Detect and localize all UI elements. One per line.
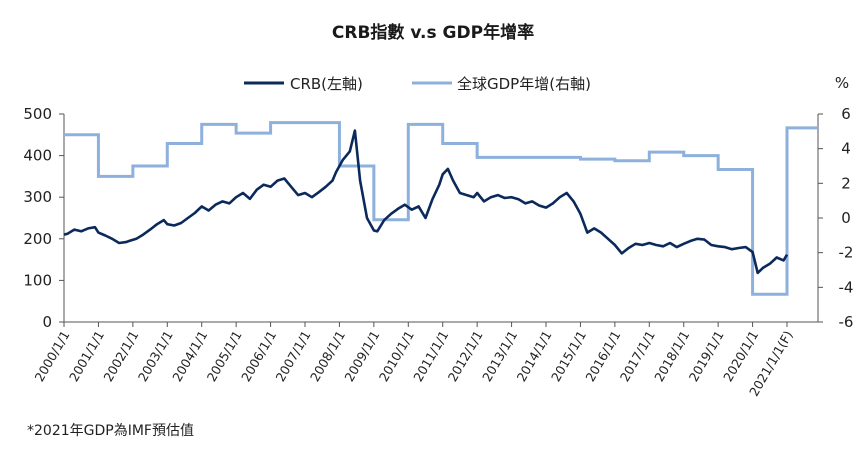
series-layer [63, 121, 818, 296]
right-tick-label: -2 [839, 244, 854, 262]
legend-label-2: 全球GDP年增(右軸) [457, 75, 591, 93]
right-axis: -6 -4 -2 0 2 4 6% [817, 74, 854, 331]
footnote: *2021年GDP為IMF預估值 [27, 423, 194, 439]
left-axis: 0 100 200 300 400 500 [23, 105, 65, 331]
left-tick-label: 300 [23, 188, 52, 206]
legend: CRB(左軸) 全球GDP年增(右軸) [244, 75, 591, 93]
right-axis-unit: % [835, 74, 849, 92]
right-tick-label: 2 [841, 174, 851, 192]
left-tick-label: 500 [23, 105, 52, 123]
right-tick-label: 0 [841, 209, 851, 227]
left-tick-label: 0 [42, 313, 52, 331]
x-axis: 2000/1/12001/1/12002/1/12003/1/12004/1/1… [32, 321, 818, 399]
left-tick-label: 400 [23, 147, 52, 165]
left-tick-label: 100 [23, 271, 52, 289]
series-gdp-line [64, 121, 818, 296]
chart-title: CRB指數 v.s GDP年增率 [332, 22, 534, 43]
legend-label-1: CRB(左軸) [290, 75, 363, 93]
right-tick-label: 6 [841, 105, 851, 123]
right-tick-label: 4 [841, 140, 851, 158]
right-tick-label: -4 [839, 278, 854, 296]
right-tick-label: -6 [839, 313, 854, 331]
series-crb-line [63, 129, 789, 275]
left-tick-label: 200 [23, 230, 52, 248]
